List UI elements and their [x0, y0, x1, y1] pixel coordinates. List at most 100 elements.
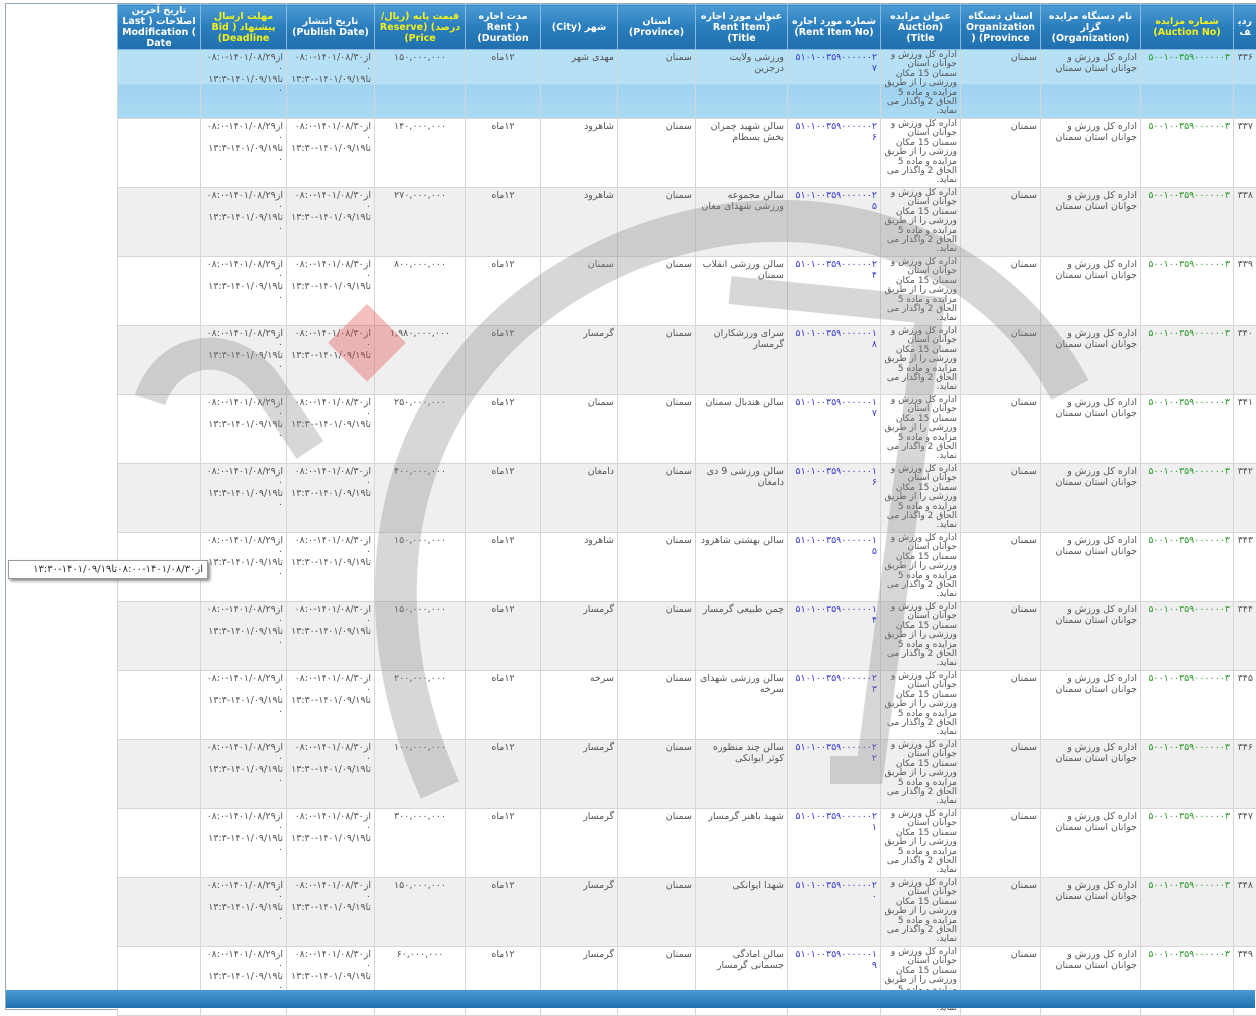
cell-rent-item-no[interactable]: ۵۱۰۱۰۰۳۵۹۰۰۰۰۰۰۲۶ [788, 119, 881, 188]
cell-reserve-price: ۱۴۰,۰۰۰,۰۰۰ [375, 119, 466, 188]
cell-reserve-price: ۴۰۰,۰۰۰,۰۰۰ [375, 464, 466, 533]
cell-province: سمنان [618, 50, 696, 119]
cell-province: سمنان [618, 671, 696, 740]
cell-auction-no[interactable]: ۵۰۰۱۰۰۳۵۹۰۰۰۰۰۰۳ [1141, 257, 1234, 326]
cell-auction-no[interactable]: ۵۰۰۱۰۰۳۵۹۰۰۰۰۰۰۳ [1141, 326, 1234, 395]
cell-reserve-price: ۱۵۰,۰۰۰,۰۰۰ [375, 602, 466, 671]
cell-rent-item-no[interactable]: ۵۱۰۱۰۰۳۵۹۰۰۰۰۰۰۲۲ [788, 740, 881, 809]
cell-rent-item-no[interactable]: ۵۱۰۱۰۰۳۵۹۰۰۰۰۰۰۱۵ [788, 533, 881, 602]
cell-auction-no[interactable]: ۵۰۰۱۰۰۳۵۹۰۰۰۰۰۰۳ [1141, 809, 1234, 878]
cell-auction-title: اداره کل ورزش و جوانان استان سمنان 15 مک… [881, 326, 961, 395]
cell-reserve-price: ۱۰۰,۰۰۰,۰۰۰ [375, 740, 466, 809]
cell-publish-date: از۱۴۰۱/۰۸/۳۰-۰۸:۰۰ تا۱۴۰۱/۰۹/۱۹-۱۳:۳۰ [287, 326, 375, 395]
cell-duration: ۱۲ماه [466, 395, 541, 464]
cell-auction-no[interactable]: ۵۰۰۱۰۰۳۵۹۰۰۰۰۰۰۳ [1141, 671, 1234, 740]
cell-row-number: ۳۴۶ [1234, 740, 1256, 809]
cell-org-province: سمنان [961, 464, 1041, 533]
cell-city: گرمسار [541, 878, 618, 947]
cell-auction-no[interactable]: ۵۰۰۱۰۰۳۵۹۰۰۰۰۰۰۳ [1141, 188, 1234, 257]
cell-province: سمنان [618, 878, 696, 947]
cell-auction-title: اداره کل ورزش و جوانان استان سمنان 15 مک… [881, 602, 961, 671]
cell-province: سمنان [618, 395, 696, 464]
cell-auction-no[interactable]: ۵۰۰۱۰۰۳۵۹۰۰۰۰۰۰۳ [1141, 533, 1234, 602]
header-city[interactable]: شهر (City) [541, 5, 618, 50]
header-last-modification[interactable]: تاریخ آخرین اصلاحات ( Last Modification … [118, 5, 201, 50]
cell-publish-date: از۱۴۰۱/۰۸/۳۰-۰۸:۰۰ تا۱۴۰۱/۰۹/۱۹-۱۳:۳۰ [287, 119, 375, 188]
cell-org-province: سمنان [961, 878, 1041, 947]
cell-last-modification [118, 464, 201, 533]
cell-rent-item-no[interactable]: ۵۱۰۱۰۰۳۵۹۰۰۰۰۰۰۲۴ [788, 257, 881, 326]
header-deadline[interactable]: مهلت ارسال پیشنهاد ( Bid (Deadline [201, 5, 287, 50]
cell-auction-no[interactable]: ۵۰۰۱۰۰۳۵۹۰۰۰۰۰۰۳ [1141, 878, 1234, 947]
cell-duration: ۱۲ماه [466, 257, 541, 326]
header-rent-item-no[interactable]: شماره مورد اجاره (Rent Item No) [788, 5, 881, 50]
cell-city: گرمسار [541, 809, 618, 878]
header-organization[interactable]: نام دستگاه مزایده گزار (Organization) [1041, 5, 1141, 50]
cell-rent-item-no[interactable]: ۵۱۰۱۰۰۳۵۹۰۰۰۰۰۰۱۶ [788, 464, 881, 533]
cell-rent-item-no[interactable]: ۵۱۰۱۰۰۳۵۹۰۰۰۰۰۰۱۸ [788, 326, 881, 395]
cell-organization: اداره کل ورزش و جوانان استان سمنان [1041, 119, 1141, 188]
cell-auction-no[interactable]: ۵۰۰۱۰۰۳۵۹۰۰۰۰۰۰۳ [1141, 395, 1234, 464]
cell-city: سرخه [541, 671, 618, 740]
header-publish-date[interactable]: تاریخ انتشار (Publish Date) [287, 5, 375, 50]
cell-auction-no[interactable]: ۵۰۰۱۰۰۳۵۹۰۰۰۰۰۰۳ [1141, 740, 1234, 809]
cell-rent-item-no[interactable]: ۵۱۰۱۰۰۳۵۹۰۰۰۰۰۰۲۷ [788, 50, 881, 119]
cell-auction-no[interactable]: ۵۰۰۱۰۰۳۵۹۰۰۰۰۰۰۳ [1141, 602, 1234, 671]
cell-auction-no[interactable]: ۵۰۰۱۰۰۳۵۹۰۰۰۰۰۰۳ [1141, 50, 1234, 119]
cell-organization: اداره کل ورزش و جوانان استان سمنان [1041, 809, 1141, 878]
cell-city: مهدی شهر [541, 50, 618, 119]
cell-reserve-price: ۲۰۰,۰۰۰,۰۰۰ [375, 671, 466, 740]
cell-duration: ۱۲ماه [466, 50, 541, 119]
cell-publish-date: از۱۴۰۱/۰۸/۳۰-۰۸:۰۰ تا۱۴۰۱/۰۹/۱۹-۱۳:۳۰ [287, 395, 375, 464]
cell-auction-no[interactable]: ۵۰۰۱۰۰۳۵۹۰۰۰۰۰۰۳ [1141, 119, 1234, 188]
header-duration[interactable]: مدت اجاره Rent ) (Duration [466, 5, 541, 50]
cell-rent-item-no[interactable]: ۵۱۰۱۰۰۳۵۹۰۰۰۰۰۰۲۰ [788, 878, 881, 947]
cell-rent-item-title: سالن ورزشی شهدای سرخه [696, 671, 788, 740]
cell-deadline: از۱۴۰۱/۰۸/۲۹-۰۸:۰۰ تا۱۴۰۱/۰۹/۱۹-۱۳:۳۰ [201, 809, 287, 878]
bottom-scrollbar[interactable] [6, 990, 1255, 1008]
cell-publish-date: از۱۴۰۱/۰۸/۳۰-۰۸:۰۰ تا۱۴۰۱/۰۹/۱۹-۱۳:۳۰ [287, 809, 375, 878]
cell-row-number: ۳۳۹ [1234, 257, 1256, 326]
cell-org-province: سمنان [961, 50, 1041, 119]
header-org-province[interactable]: استان دستگاه Organization ) (Province [961, 5, 1041, 50]
cell-province: سمنان [618, 533, 696, 602]
cell-rent-item-title: سالن مجموعه ورزشی شهدای مغان [696, 188, 788, 257]
cell-organization: اداره کل ورزش و جوانان استان سمنان [1041, 671, 1141, 740]
cell-rent-item-no[interactable]: ۵۱۰۱۰۰۳۵۹۰۰۰۰۰۰۱۴ [788, 602, 881, 671]
header-province[interactable]: استان (Province) [618, 5, 696, 50]
cell-rent-item-no[interactable]: ۵۱۰۱۰۰۳۵۹۰۰۰۰۰۰۲۱ [788, 809, 881, 878]
cell-rent-item-no[interactable]: ۵۱۰۱۰۰۳۵۹۰۰۰۰۰۰۲۳ [788, 671, 881, 740]
cell-rent-item-title: سالن ورزشی انقلاب سمنان [696, 257, 788, 326]
cell-rent-item-no[interactable]: ۵۱۰۱۰۰۳۵۹۰۰۰۰۰۰۲۵ [788, 188, 881, 257]
header-auction-no[interactable]: شماره مزایده (Auction No) [1141, 5, 1234, 50]
cell-auction-title: اداره کل ورزش و جوانان استان سمنان 15 مک… [881, 671, 961, 740]
cell-city: سمنان [541, 395, 618, 464]
header-rent-item-title[interactable]: عنوان مورد اجاره (Rent Item Title) [696, 5, 788, 50]
cell-rent-item-no[interactable]: ۵۱۰۱۰۰۳۵۹۰۰۰۰۰۰۱۷ [788, 395, 881, 464]
cell-auction-title: اداره کل ورزش و جوانان استان سمنان 15 مک… [881, 533, 961, 602]
cell-last-modification [118, 809, 201, 878]
cell-auction-no[interactable]: ۵۰۰۱۰۰۳۵۹۰۰۰۰۰۰۳ [1141, 464, 1234, 533]
cell-duration: ۱۲ماه [466, 809, 541, 878]
cell-org-province: سمنان [961, 257, 1041, 326]
cell-reserve-price: ۲۷۰,۰۰۰,۰۰۰ [375, 188, 466, 257]
cell-row-number: ۳۴۷ [1234, 809, 1256, 878]
header-reserve-price[interactable]: قیمت پایه (ریال/درصد) (Reserve Price) [375, 5, 466, 50]
cell-org-province: سمنان [961, 326, 1041, 395]
header-auction-title[interactable]: عنوان مزایده (Auction Title) [881, 5, 961, 50]
cell-deadline: از۱۴۰۱/۰۸/۲۹-۰۸:۰۰ تا۱۴۰۱/۰۹/۱۹-۱۳:۳۰ [201, 740, 287, 809]
cell-city: گرمسار [541, 602, 618, 671]
